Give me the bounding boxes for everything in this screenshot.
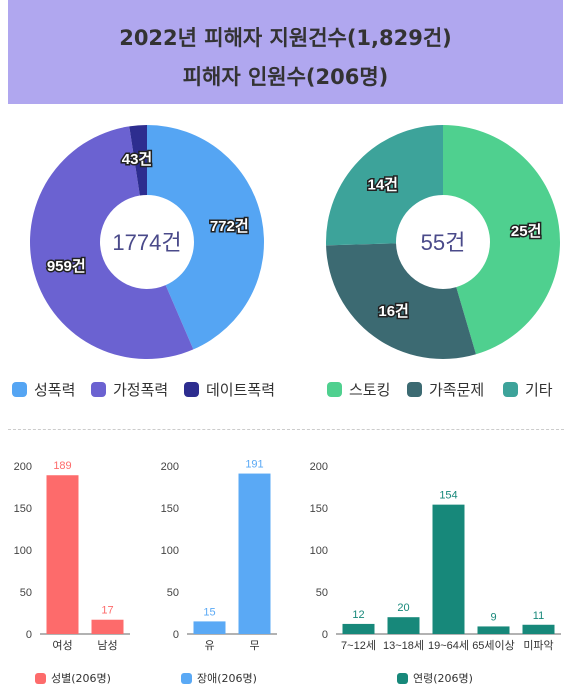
- legend-item-family-problem: 가족문제: [407, 379, 484, 400]
- x-tick-label: 65세이상: [472, 639, 515, 652]
- y-tick-label: 0: [173, 629, 179, 641]
- donut-slice: [30, 126, 194, 359]
- x-tick-label: 19~64세: [428, 639, 469, 652]
- legend-swatch: [35, 672, 46, 684]
- y-tick-label: 100: [14, 545, 32, 557]
- slice-label: 14건: [368, 176, 399, 193]
- legend-swatch: [184, 382, 199, 397]
- bar: [193, 621, 226, 634]
- legend-item-domestic-violence: 가정폭력: [91, 379, 168, 400]
- legend-label: 성폭력: [34, 381, 76, 399]
- y-tick-label: 100: [310, 545, 328, 557]
- y-tick-label: 200: [14, 461, 32, 473]
- slice-label: 772건: [210, 218, 249, 235]
- bar-value-label: 191: [245, 459, 263, 471]
- y-tick-label: 50: [20, 587, 32, 599]
- slice-label: 43건: [122, 151, 153, 168]
- x-tick-label: 유: [204, 639, 214, 652]
- legend-item-dating-violence: 데이트폭력: [184, 379, 275, 400]
- title-line-2: 피해자 인원수(206명): [182, 65, 389, 89]
- donut-slice: [129, 125, 147, 196]
- donut-slice: [326, 125, 443, 246]
- y-tick-label: 150: [14, 503, 32, 515]
- bar: [238, 473, 271, 634]
- bar-value-label: 189: [53, 460, 71, 472]
- y-tick-label: 200: [310, 461, 328, 473]
- x-tick-label: 미파악: [523, 639, 553, 652]
- legend-swatch: [12, 382, 27, 397]
- slice-label: 959건: [47, 258, 86, 275]
- donut-slice: [147, 125, 265, 350]
- legend-swatch: [407, 382, 422, 397]
- legend-label: 스토킹: [349, 381, 391, 399]
- bar-value-label: 154: [439, 490, 457, 502]
- legend-swatch: [503, 382, 518, 397]
- bar: [477, 626, 510, 634]
- legend-label: 장애(206명): [197, 672, 257, 685]
- donut-center-label: 1774건: [112, 230, 181, 255]
- title-line-1: 2022년 피해자 지원건수(1,829건): [119, 26, 452, 50]
- bar: [387, 617, 420, 634]
- y-tick-label: 200: [161, 461, 179, 473]
- legend-swatch: [397, 672, 408, 684]
- y-tick-label: 100: [161, 545, 179, 557]
- legend-label: 가정폭력: [113, 381, 169, 399]
- bar: [522, 624, 555, 634]
- donut-slice: [443, 125, 561, 355]
- y-tick-label: 50: [167, 587, 179, 599]
- legend-item-sexual-violence: 성폭력: [12, 379, 75, 400]
- legend-item-disability: 장애(206명): [181, 670, 257, 686]
- x-tick-label: 남성: [97, 639, 117, 652]
- bar-value-label: 9: [490, 611, 496, 623]
- legend-label: 연령(206명): [413, 672, 473, 685]
- title-banner: 2022년 피해자 지원건수(1,829건) 피해자 인원수(206명): [8, 0, 563, 104]
- legend-item-other: 기타: [503, 379, 553, 400]
- bar-value-label: 12: [352, 609, 364, 621]
- donut-center-label: 55건: [421, 230, 466, 255]
- y-tick-label: 0: [26, 629, 32, 641]
- section-divider: [8, 429, 564, 430]
- bar: [46, 475, 79, 634]
- slice-label: 16건: [378, 303, 409, 320]
- legend-label: 기타: [525, 381, 553, 399]
- bar: [342, 623, 375, 634]
- y-tick-label: 50: [316, 587, 328, 599]
- y-tick-label: 150: [310, 503, 328, 515]
- bar: [91, 619, 124, 634]
- legend-item-gender: 성별(206명): [35, 670, 111, 686]
- legend-label: 데이트폭력: [206, 381, 276, 399]
- y-tick-label: 150: [161, 503, 179, 515]
- bar-value-label: 17: [101, 605, 113, 617]
- legend-item-age: 연령(206명): [397, 670, 473, 686]
- legend-label: 가족문제: [429, 381, 485, 399]
- legend-item-stalking: 스토킹: [327, 379, 390, 400]
- bar-value-label: 15: [203, 606, 215, 618]
- bar-value-label: 11: [533, 610, 544, 622]
- legend-swatch: [91, 382, 106, 397]
- x-tick-label: 여성: [52, 639, 72, 652]
- legend-swatch: [327, 382, 342, 397]
- x-tick-label: 7~12세: [341, 639, 376, 652]
- x-tick-label: 무: [249, 640, 259, 652]
- bar-value-label: 20: [397, 602, 409, 614]
- legend-swatch: [181, 672, 192, 684]
- bar: [432, 504, 465, 634]
- slice-label: 25건: [511, 223, 542, 240]
- x-tick-label: 13~18세: [383, 639, 424, 652]
- y-tick-label: 0: [322, 629, 328, 641]
- donut-slice: [326, 243, 476, 359]
- legend-label: 성별(206명): [51, 672, 111, 685]
